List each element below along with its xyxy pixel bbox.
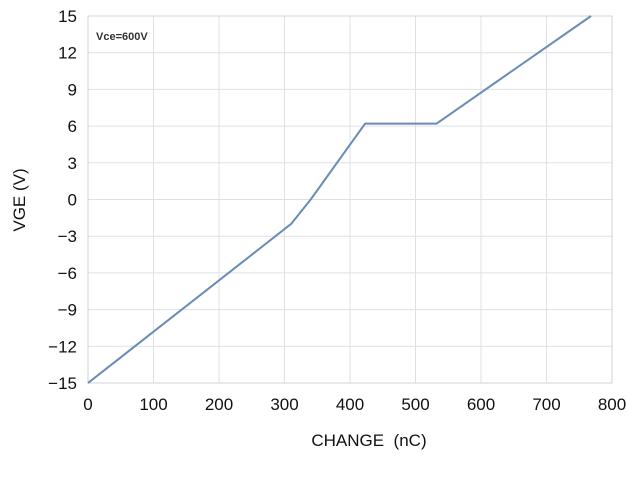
series-group <box>87 15 592 384</box>
y-tick-label: −9 <box>58 301 77 320</box>
vce-annotation: Vce=600V <box>96 31 148 43</box>
series-line <box>87 15 592 384</box>
y-tick-label: 9 <box>68 80 77 99</box>
y-tick-label: 3 <box>68 154 77 173</box>
x-tick-label: 100 <box>139 395 167 414</box>
y-tick-label: −6 <box>58 264 77 283</box>
x-tick-label: 200 <box>205 395 233 414</box>
y-tick-label: −15 <box>48 374 77 393</box>
plot-area <box>87 15 613 384</box>
y-tick-label: 6 <box>68 117 77 136</box>
y-axis-label: VGE (V) <box>10 168 29 231</box>
grid <box>87 15 613 384</box>
y-axis-ticks: 15 12 9 6 3 0 −3 −6 −9 −12 −15 <box>48 7 77 393</box>
x-tick-label: 400 <box>336 395 364 414</box>
y-tick-label: −3 <box>58 227 77 246</box>
x-tick-label: 500 <box>401 395 429 414</box>
y-tick-label: 15 <box>58 7 77 26</box>
x-tick-label: 0 <box>83 395 92 414</box>
y-tick-label: −12 <box>48 337 77 356</box>
x-axis-label: CHANGE (nC) <box>311 431 426 450</box>
x-tick-label: 800 <box>598 395 626 414</box>
y-tick-label: 0 <box>68 191 77 210</box>
x-tick-label: 700 <box>532 395 560 414</box>
x-axis-ticks: 0 100 200 300 400 500 600 700 800 <box>83 395 626 414</box>
x-tick-label: 600 <box>467 395 495 414</box>
y-tick-label: 12 <box>58 44 77 63</box>
x-tick-label: 300 <box>270 395 298 414</box>
